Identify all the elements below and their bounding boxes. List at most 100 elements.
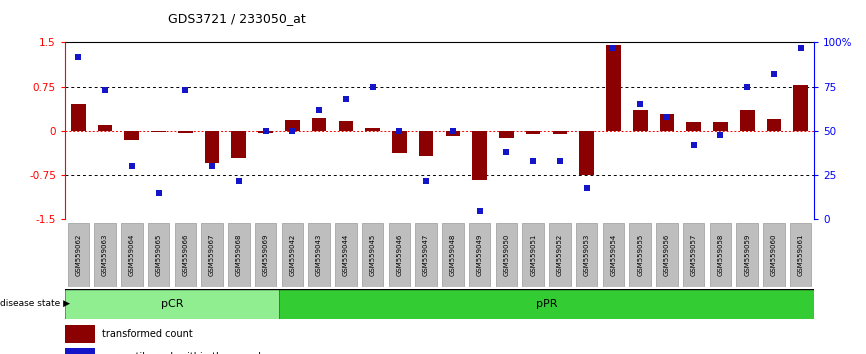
Bar [793,85,808,131]
Text: GSM559061: GSM559061 [798,234,804,276]
FancyBboxPatch shape [281,223,303,287]
Point [660,114,674,120]
Point [473,208,487,213]
Point [527,158,540,164]
Bar [98,125,113,131]
FancyBboxPatch shape [683,223,704,287]
Point [446,128,460,134]
Text: GSM559054: GSM559054 [611,234,617,276]
Bar [445,131,460,136]
Point [205,164,219,169]
Bar [71,104,86,131]
FancyBboxPatch shape [522,223,544,287]
Text: GSM559053: GSM559053 [584,234,590,276]
Point [71,54,85,59]
Bar [152,131,166,132]
FancyBboxPatch shape [656,223,677,287]
Bar [65,325,95,343]
Text: GSM559051: GSM559051 [530,234,536,276]
Point [740,84,754,90]
Text: GSM559047: GSM559047 [423,234,430,276]
FancyBboxPatch shape [790,223,811,287]
Point [687,142,701,148]
Bar [279,289,814,319]
Point [339,96,352,102]
Point [312,107,326,113]
FancyBboxPatch shape [335,223,357,287]
FancyBboxPatch shape [416,223,436,287]
Point [259,128,273,134]
Text: GSM559059: GSM559059 [744,234,750,276]
Bar [499,131,514,138]
Bar [713,122,727,131]
Text: GSM559042: GSM559042 [289,234,295,276]
Bar [312,118,326,131]
FancyBboxPatch shape [362,223,384,287]
FancyBboxPatch shape [710,223,731,287]
Text: GSM559068: GSM559068 [236,234,242,276]
Text: disease state ▶: disease state ▶ [0,299,70,308]
FancyBboxPatch shape [603,223,624,287]
Text: transformed count: transformed count [102,329,193,339]
Text: GSM559060: GSM559060 [771,234,777,276]
FancyBboxPatch shape [736,223,758,287]
Point [633,102,647,107]
Bar [65,289,279,319]
Text: GSM559046: GSM559046 [397,234,403,276]
Bar [231,131,246,158]
Text: GSM559066: GSM559066 [183,234,188,276]
Bar [258,131,273,133]
Text: GSM559044: GSM559044 [343,234,349,276]
Point [794,45,808,51]
Bar [660,114,675,131]
FancyBboxPatch shape [148,223,169,287]
Point [392,128,406,134]
Text: GSM559056: GSM559056 [664,234,670,276]
Bar [65,348,95,354]
FancyBboxPatch shape [576,223,598,287]
Text: GSM559062: GSM559062 [75,234,81,276]
Bar [365,128,380,131]
FancyBboxPatch shape [469,223,490,287]
Bar [204,131,219,164]
Point [767,72,781,77]
Point [500,149,514,155]
Bar [178,131,193,133]
Point [125,164,139,169]
Bar [633,110,648,131]
Point [419,178,433,183]
Text: GSM559057: GSM559057 [691,234,696,276]
Point [365,84,379,90]
Bar [606,45,621,131]
Text: GSM559043: GSM559043 [316,234,322,276]
Bar [285,120,300,131]
Text: GSM559067: GSM559067 [209,234,215,276]
Bar [472,131,487,180]
Text: GSM559055: GSM559055 [637,234,643,276]
Bar [392,131,407,153]
FancyBboxPatch shape [94,223,116,287]
Text: GSM559049: GSM559049 [476,234,482,276]
FancyBboxPatch shape [68,223,89,287]
FancyBboxPatch shape [389,223,410,287]
Text: pCR: pCR [161,298,184,309]
Point [714,132,727,137]
Text: GSM559069: GSM559069 [262,234,268,276]
Bar [766,119,781,131]
Text: GSM559052: GSM559052 [557,234,563,276]
FancyBboxPatch shape [228,223,249,287]
Text: GSM559063: GSM559063 [102,234,108,276]
Bar [686,122,701,131]
Point [606,45,620,51]
Bar [526,131,540,134]
Text: GSM559065: GSM559065 [156,234,162,276]
Bar [740,110,754,131]
Point [579,185,593,190]
Bar [125,131,139,140]
FancyBboxPatch shape [763,223,785,287]
Text: pPR: pPR [536,298,557,309]
Text: GSM559045: GSM559045 [370,234,376,276]
FancyBboxPatch shape [175,223,196,287]
Text: GDS3721 / 233050_at: GDS3721 / 233050_at [168,12,306,25]
Text: GSM559050: GSM559050 [503,234,509,276]
